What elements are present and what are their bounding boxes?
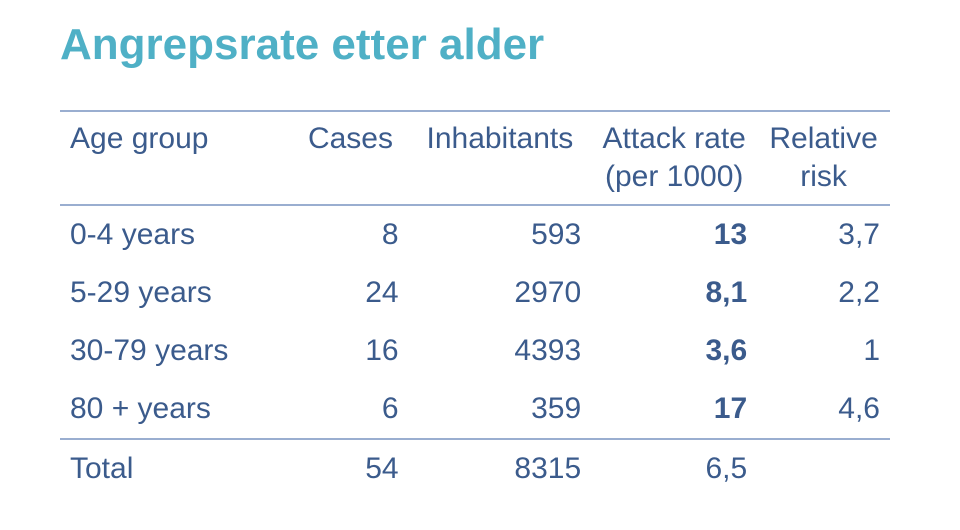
cell-age-group: 30-79 years bbox=[60, 322, 292, 380]
col-subheader-age-group bbox=[60, 160, 292, 205]
cell-age-group: 5-29 years bbox=[60, 264, 292, 322]
slide: Angrepsrate etter alder Age group Cases … bbox=[0, 0, 960, 530]
cell-total-relative bbox=[757, 439, 890, 498]
cell-relative: 3,7 bbox=[757, 205, 890, 264]
table-row: 80 + years 6 359 17 4,6 bbox=[60, 380, 890, 439]
cell-cases: 24 bbox=[292, 264, 408, 322]
col-subheader-cases bbox=[292, 160, 408, 205]
cell-attack-rate: 17 bbox=[591, 380, 757, 439]
cell-attack-rate: 13 bbox=[591, 205, 757, 264]
col-header-age-group: Age group bbox=[60, 111, 292, 160]
cell-relative: 2,2 bbox=[757, 264, 890, 322]
col-header-cases: Cases bbox=[292, 111, 408, 160]
col-header-attack-rate: Attack rate bbox=[591, 111, 757, 160]
table-row: 0-4 years 8 593 13 3,7 bbox=[60, 205, 890, 264]
col-subheader-attack-rate: (per 1000) bbox=[591, 160, 757, 205]
col-header-relative: Relative bbox=[757, 111, 890, 160]
cell-relative: 1 bbox=[757, 322, 890, 380]
table-row: 30-79 years 16 4393 3,6 1 bbox=[60, 322, 890, 380]
table-total-row: Total 54 8315 6,5 bbox=[60, 439, 890, 498]
page-title: Angrepsrate etter alder bbox=[60, 20, 890, 70]
table-row: 5-29 years 24 2970 8,1 2,2 bbox=[60, 264, 890, 322]
cell-inhabitants: 593 bbox=[409, 205, 592, 264]
cell-inhabitants: 359 bbox=[409, 380, 592, 439]
cell-relative: 4,6 bbox=[757, 380, 890, 439]
col-subheader-inhabitants bbox=[409, 160, 592, 205]
cell-cases: 16 bbox=[292, 322, 408, 380]
cell-total-inhabitants: 8315 bbox=[409, 439, 592, 498]
cell-age-group: 0-4 years bbox=[60, 205, 292, 264]
cell-inhabitants: 2970 bbox=[409, 264, 592, 322]
cell-attack-rate: 8,1 bbox=[591, 264, 757, 322]
col-header-inhabitants: Inhabitants bbox=[409, 111, 592, 160]
cell-total-label: Total bbox=[60, 439, 292, 498]
cell-age-group: 80 + years bbox=[60, 380, 292, 439]
table-subheader-row: (per 1000) risk bbox=[60, 160, 890, 205]
cell-cases: 6 bbox=[292, 380, 408, 439]
cell-inhabitants: 4393 bbox=[409, 322, 592, 380]
attack-rate-table: Age group Cases Inhabitants Attack rate … bbox=[60, 110, 890, 498]
cell-attack-rate: 3,6 bbox=[591, 322, 757, 380]
table-header-row: Age group Cases Inhabitants Attack rate … bbox=[60, 111, 890, 160]
cell-total-cases: 54 bbox=[292, 439, 408, 498]
cell-cases: 8 bbox=[292, 205, 408, 264]
col-subheader-relative: risk bbox=[757, 160, 890, 205]
cell-total-attack-rate: 6,5 bbox=[591, 439, 757, 498]
